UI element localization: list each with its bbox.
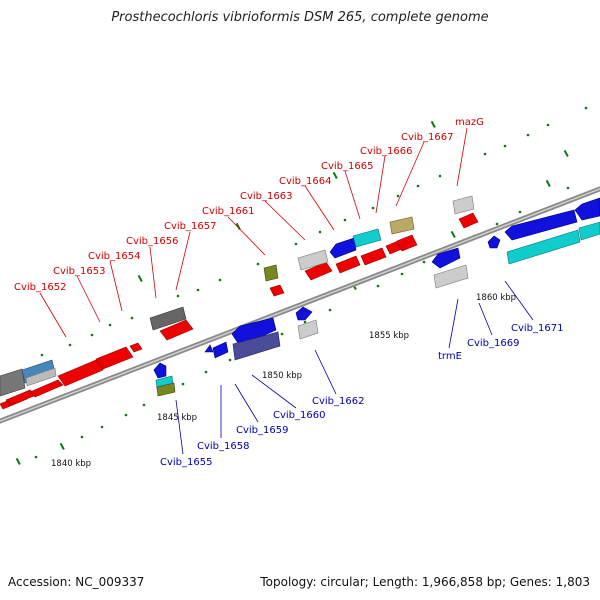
gene-label[interactable]: Cvib_1669 xyxy=(467,338,519,349)
scale-label-1845: 1845 kbp xyxy=(157,413,197,423)
gene-label[interactable]: Cvib_1664 xyxy=(279,176,331,187)
scale-labels: 1840 kbp 1845 kbp 1850 kbp 1855 kbp 1860… xyxy=(51,293,516,469)
gene-label[interactable]: Cvib_1653 xyxy=(53,266,105,277)
other-features xyxy=(0,195,600,397)
reverse-gene-labels: Cvib_1655 Cvib_1658 Cvib_1659 Cvib_1660 … xyxy=(160,323,563,468)
scale-label-1840: 1840 kbp xyxy=(51,459,91,469)
topology-text: Topology: circular; Length: 1,966,858 bp… xyxy=(260,575,590,589)
gene-label[interactable]: trmE xyxy=(438,351,462,362)
gene-label[interactable]: Cvib_1656 xyxy=(126,236,178,247)
forward-genes xyxy=(0,212,479,410)
gene-label[interactable]: Cvib_1657 xyxy=(164,221,216,232)
gene-label[interactable]: Cvib_1666 xyxy=(360,146,412,157)
reverse-genes xyxy=(153,197,600,379)
gene-label[interactable]: Cvib_1661 xyxy=(202,206,254,217)
forward-gene-labels: Cvib_1652 Cvib_1653 Cvib_1654 Cvib_1656 … xyxy=(14,117,484,293)
gene-label[interactable]: Cvib_1659 xyxy=(236,425,288,436)
gene-label[interactable]: mazG xyxy=(455,117,484,128)
genome-title: Prosthecochloris vibrioformis DSM 265, c… xyxy=(111,10,489,25)
reverse-callouts xyxy=(175,280,534,455)
scale-label-1850: 1850 kbp xyxy=(262,371,302,381)
gene-label[interactable]: Cvib_1667 xyxy=(401,132,453,143)
scale-label-1855: 1855 kbp xyxy=(369,331,409,341)
gene-label[interactable]: Cvib_1654 xyxy=(88,251,140,262)
scale-label-1860: 1860 kbp xyxy=(476,293,516,303)
accession-text: Accession: NC_009337 xyxy=(8,575,145,589)
gene-label[interactable]: Cvib_1658 xyxy=(197,441,249,452)
gene-label[interactable]: Cvib_1652 xyxy=(14,282,66,293)
gene-label[interactable]: Cvib_1662 xyxy=(312,396,364,407)
gene-label[interactable]: Cvib_1660 xyxy=(273,410,325,421)
gene-label[interactable]: Cvib_1655 xyxy=(160,457,212,468)
gene-label[interactable]: Cvib_1671 xyxy=(511,323,563,334)
forward-callouts xyxy=(39,127,468,338)
gene-label[interactable]: Cvib_1665 xyxy=(321,161,373,172)
gene-label[interactable]: Cvib_1663 xyxy=(240,191,292,202)
